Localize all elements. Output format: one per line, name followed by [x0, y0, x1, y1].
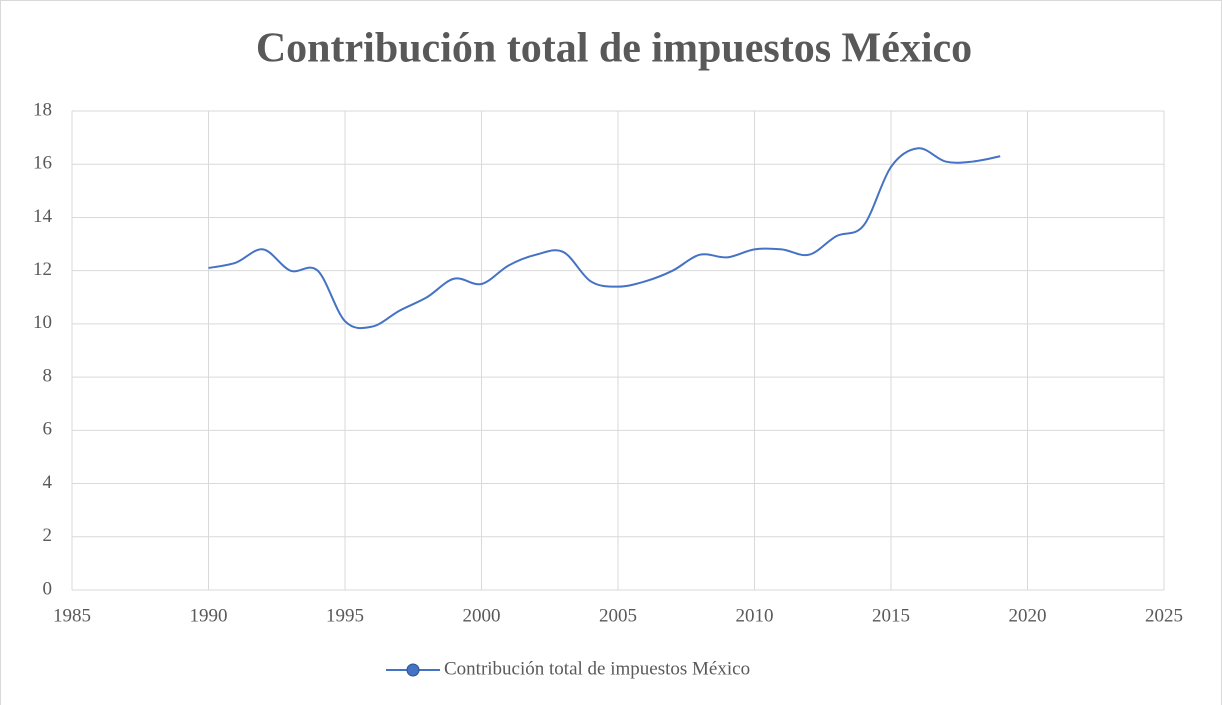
y-tick-label: 18: [33, 99, 52, 120]
x-tick-label: 2000: [463, 605, 501, 626]
x-tick-label: 2015: [872, 605, 910, 626]
x-tick-label: 1995: [326, 605, 364, 626]
legend-label: Contribución total de impuestos México: [444, 658, 750, 679]
y-tick-label: 0: [43, 578, 53, 599]
x-tick-label: 1990: [190, 605, 228, 626]
chart-title: Contribución total de impuestos México: [256, 26, 972, 72]
y-tick-label: 12: [33, 259, 52, 280]
x-tick-label: 2020: [1009, 605, 1047, 626]
legend-marker: [406, 663, 420, 677]
x-tick-label: 2010: [736, 605, 774, 626]
y-tick-label: 16: [33, 153, 52, 174]
x-tick-label: 2005: [599, 605, 637, 626]
y-tick-label: 4: [43, 472, 53, 493]
y-tick-label: 10: [33, 312, 52, 333]
y-tick-label: 6: [43, 419, 53, 440]
y-tick-label: 8: [43, 365, 53, 386]
x-tick-label: 2025: [1145, 605, 1183, 626]
y-tick-label: 2: [43, 525, 53, 546]
data-line: [208, 147, 1001, 330]
y-tick-label: 14: [33, 206, 53, 227]
x-tick-label: 1985: [53, 605, 91, 626]
